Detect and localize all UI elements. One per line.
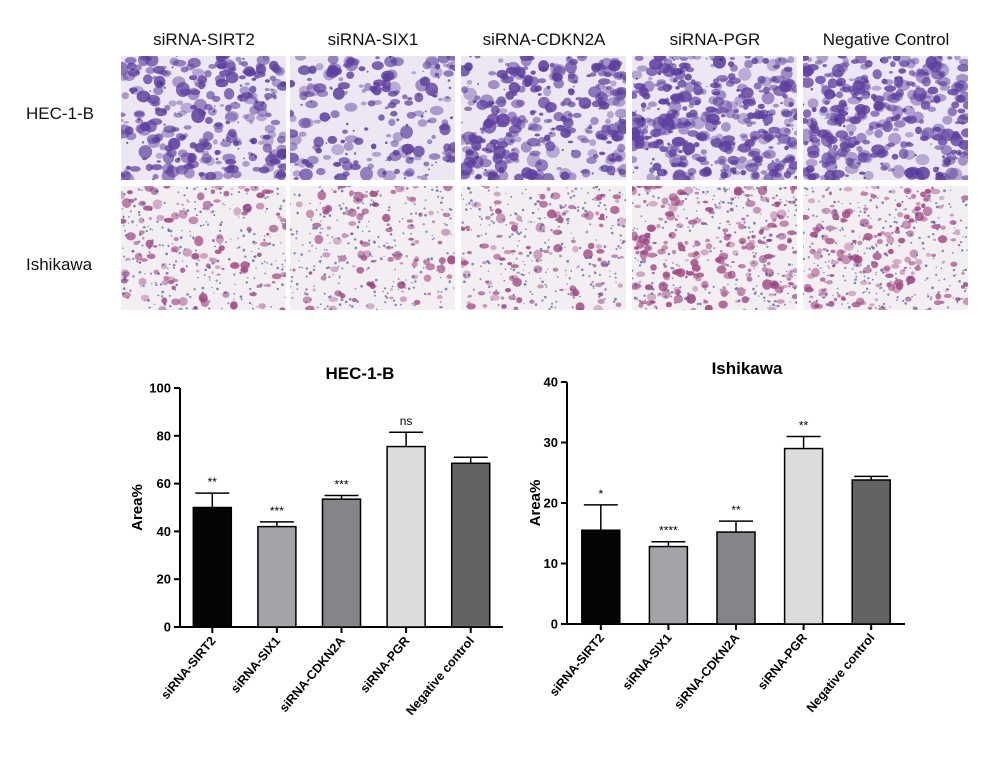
x-tick-label: siRNA-CDKN2A xyxy=(671,631,742,712)
x-tick-label: siRNA-SIX1 xyxy=(620,631,675,693)
y-tick-label: 0 xyxy=(551,617,558,632)
chart-title: HEC-1-B xyxy=(326,364,395,383)
bar-sirna-sirt2 xyxy=(192,506,233,628)
significance-label: *** xyxy=(270,504,284,518)
bar-sirna-six1 xyxy=(648,545,689,625)
micrograph-hec1b-negative-control xyxy=(803,56,968,180)
bar-negative-control xyxy=(450,462,491,628)
bar-sirna-pgr xyxy=(783,447,824,625)
x-tick-label: siRNA-SIRT2 xyxy=(547,631,607,699)
chart-ishikawa: Ishikawa Area% 0 10 20 30 40 siRNA-SIRT2 * siRNA-… xyxy=(527,359,905,715)
x-tick-label: siRNA-SIX1 xyxy=(228,634,283,696)
significance-label: ns xyxy=(400,414,413,428)
y-axis-label: Area% xyxy=(129,484,146,531)
bar-sirna-sirt2 xyxy=(581,529,621,625)
y-tick-label: 60 xyxy=(157,476,171,491)
y-tick-label: 30 xyxy=(544,435,558,450)
row-label-hec1b: HEC-1-B xyxy=(26,104,95,123)
x-tick-label: siRNA-SIRT2 xyxy=(158,634,218,702)
y-tick-label: 80 xyxy=(157,428,171,443)
micrograph-ishikawa-pgr xyxy=(632,186,797,310)
significance-label: **** xyxy=(659,524,678,538)
y-axis-label: Area% xyxy=(527,480,544,527)
row-label-ishikawa: Ishikawa xyxy=(26,255,93,274)
micrograph-hec1b-sirt2 xyxy=(121,56,286,180)
micrograph-ishikawa-six1 xyxy=(290,186,455,310)
y-tick-label: 20 xyxy=(544,496,558,511)
micrograph-ishikawa-negative-control xyxy=(803,186,968,310)
chart-title: Ishikawa xyxy=(712,359,783,378)
x-tick-label: siRNA-PGR xyxy=(357,634,412,696)
micrograph-hec1b-six1 xyxy=(290,56,455,180)
micrograph-hec1b-cdkn2a xyxy=(461,56,626,180)
x-tick-label: Negative control xyxy=(804,631,878,715)
col-label-cdkn2a: siRNA-CDKN2A xyxy=(482,30,606,49)
bar-sirna-pgr xyxy=(386,445,426,628)
bar-sirna-cdkn2a xyxy=(321,498,362,628)
micrograph-hec1b-pgr xyxy=(632,56,797,180)
bar-negative-control xyxy=(851,479,891,625)
x-tick-label: siRNA-PGR xyxy=(755,631,810,693)
significance-label: ** xyxy=(799,418,809,432)
x-tick-label: siRNA-CDKN2A xyxy=(277,634,348,715)
col-label-pgr: siRNA-PGR xyxy=(669,30,761,49)
col-label-negative-control: Negative Control xyxy=(822,30,950,49)
significance-label: ** xyxy=(731,503,741,517)
col-label-sirt2: siRNA-SIRT2 xyxy=(153,30,255,49)
bar-sirna-cdkn2a xyxy=(716,531,756,625)
bar-sirna-six1 xyxy=(257,525,297,628)
y-tick-label: 100 xyxy=(149,381,171,396)
significance-label: *** xyxy=(334,478,348,492)
y-tick-label: 20 xyxy=(157,572,171,587)
micrograph-ishikawa-cdkn2a xyxy=(461,186,626,310)
y-tick-label: 10 xyxy=(544,556,558,571)
micrograph-ishikawa-sirt2 xyxy=(121,186,286,310)
col-label-six1: siRNA-SIX1 xyxy=(327,30,419,49)
significance-label: * xyxy=(598,487,603,501)
x-tick-label: Negative control xyxy=(403,634,477,718)
y-tick-label: 40 xyxy=(157,524,171,539)
y-tick-label: 0 xyxy=(164,620,171,635)
y-tick-label: 40 xyxy=(544,375,558,390)
chart-hec1b: HEC-1-B Area% 0 20 40 60 80 100 siRNA-SIRT2 ** siR… xyxy=(129,364,503,718)
significance-label: ** xyxy=(208,475,218,489)
